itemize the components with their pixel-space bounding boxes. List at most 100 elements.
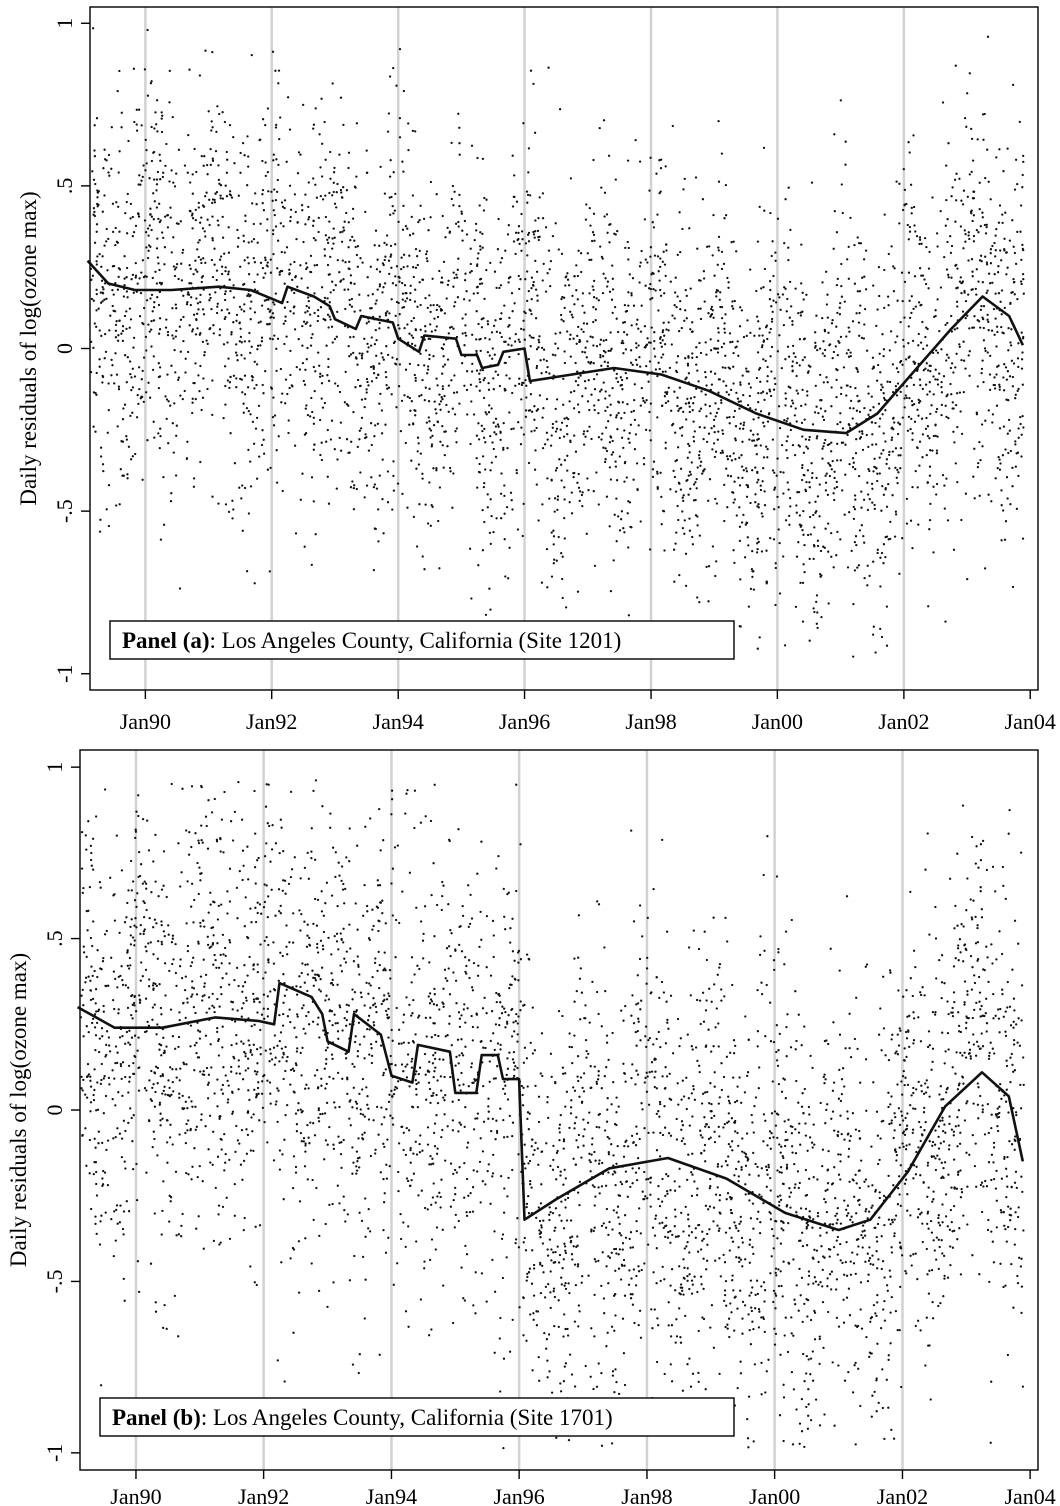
- scatter-point: [394, 1085, 397, 1089]
- scatter-point: [704, 341, 707, 344]
- scatter-point: [160, 1054, 163, 1057]
- scatter-point: [427, 400, 431, 403]
- scatter-point: [559, 428, 562, 431]
- scatter-point: [209, 163, 212, 167]
- scatter-point: [101, 300, 104, 303]
- scatter-point: [514, 384, 517, 387]
- scatter-point: [320, 175, 324, 178]
- scatter-point: [223, 946, 227, 950]
- scatter-point: [525, 384, 528, 387]
- scatter-point: [935, 232, 939, 235]
- scatter-point: [679, 308, 682, 311]
- scatter-point: [565, 275, 568, 278]
- scatter-point: [678, 407, 681, 410]
- scatter-point: [681, 526, 685, 530]
- scatter-point: [624, 246, 627, 250]
- scatter-point: [997, 221, 1001, 224]
- scatter-point: [827, 331, 830, 334]
- scatter-point: [145, 349, 148, 352]
- scatter-point: [239, 327, 242, 330]
- scatter-point: [853, 282, 857, 285]
- scatter-point: [455, 441, 458, 444]
- scatter-point: [223, 317, 226, 321]
- scatter-point: [976, 138, 979, 141]
- scatter-point: [869, 1320, 872, 1323]
- scatter-point: [370, 476, 373, 479]
- scatter-point: [599, 356, 602, 359]
- scatter-point: [468, 299, 471, 302]
- scatter-point: [932, 393, 935, 396]
- scatter-point: [464, 272, 467, 275]
- scatter-point: [168, 69, 171, 73]
- scatter-point: [773, 508, 776, 511]
- scatter-point: [824, 527, 827, 530]
- scatter-point: [152, 953, 155, 956]
- scatter-point: [530, 430, 533, 433]
- scatter-point: [112, 293, 115, 296]
- scatter-point: [273, 213, 276, 217]
- scatter-point: [772, 1247, 775, 1250]
- scatter-point: [160, 231, 164, 234]
- scatter-point: [143, 68, 147, 71]
- scatter-point: [789, 405, 793, 408]
- scatter-point: [689, 487, 692, 490]
- scatter-point: [847, 355, 851, 358]
- scatter-point: [479, 349, 482, 353]
- scatter-point: [428, 420, 431, 423]
- scatter-point: [155, 99, 159, 102]
- scatter-point: [306, 346, 309, 350]
- scatter-point: [855, 543, 858, 547]
- scatter-point: [545, 397, 549, 401]
- scatter-point: [146, 256, 150, 260]
- scatter-point: [155, 206, 159, 209]
- scatter-point: [305, 404, 308, 407]
- scatter-point: [169, 500, 173, 503]
- scatter-point: [533, 131, 537, 134]
- scatter-point: [605, 1120, 609, 1123]
- scatter-point: [506, 892, 509, 896]
- scatter-point: [609, 435, 612, 438]
- scatter-point: [246, 135, 249, 138]
- scatter-point: [482, 436, 486, 439]
- scatter-point: [106, 431, 109, 434]
- scatter-point: [800, 243, 803, 246]
- scatter-point: [790, 305, 793, 308]
- scatter-point: [364, 210, 367, 214]
- scatter-point: [918, 242, 921, 246]
- scatter-point: [736, 397, 740, 400]
- scatter-point: [902, 167, 905, 171]
- scatter-point: [299, 153, 302, 156]
- scatter-point: [449, 470, 452, 473]
- scatter-point: [819, 399, 822, 402]
- scatter-point: [98, 252, 101, 256]
- scatter-point: [489, 434, 492, 438]
- scatter-point: [611, 451, 615, 454]
- scatter-point: [243, 154, 246, 157]
- scatter-point: [908, 316, 912, 320]
- scatter-point: [560, 479, 563, 482]
- scatter-point: [494, 319, 497, 322]
- scatter-point: [131, 215, 134, 219]
- scatter-point: [940, 380, 943, 384]
- scatter-point: [534, 230, 537, 233]
- scatter-point: [499, 492, 503, 495]
- scatter-point: [261, 202, 264, 205]
- scatter-point: [606, 1097, 609, 1100]
- scatter-point: [577, 914, 581, 917]
- scatter-point: [592, 296, 596, 299]
- scatter-point: [253, 582, 256, 585]
- scatter-point: [102, 469, 105, 473]
- scatter-point: [832, 350, 836, 354]
- scatter-point: [267, 190, 270, 193]
- scatter-point: [955, 263, 958, 267]
- scatter-point: [211, 239, 214, 242]
- scatter-point: [248, 340, 251, 343]
- scatter-point: [492, 324, 496, 328]
- scatter-point: [618, 529, 622, 532]
- scatter-point: [689, 397, 693, 400]
- scatter-point: [599, 338, 603, 341]
- scatter-point: [200, 280, 203, 284]
- scatter-point: [688, 405, 691, 408]
- scatter-point: [232, 296, 236, 299]
- scatter-point: [275, 347, 278, 350]
